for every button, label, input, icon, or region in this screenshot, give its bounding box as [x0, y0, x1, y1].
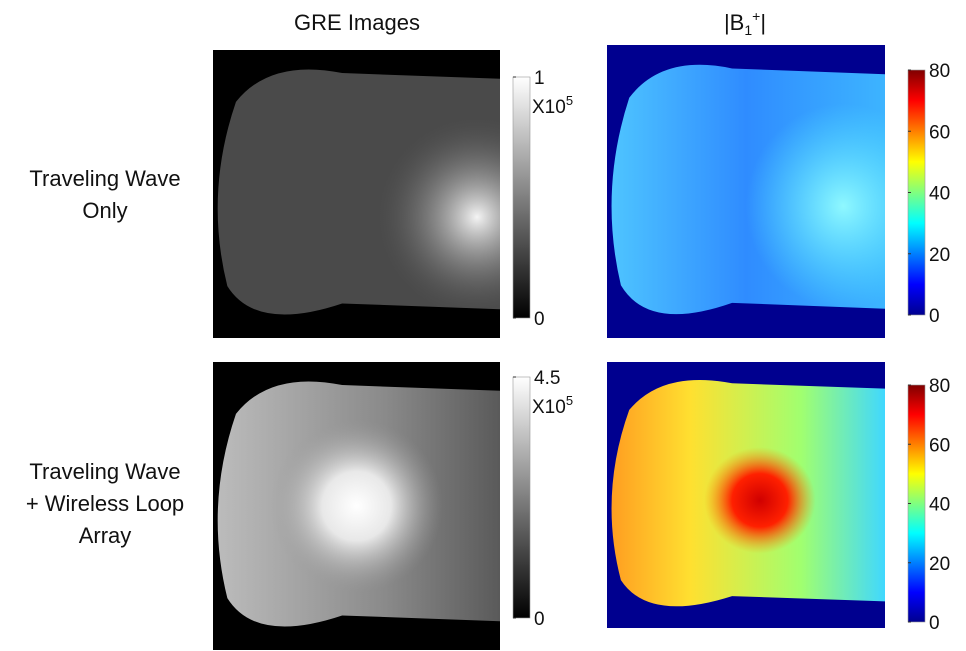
colorbar-tick-label: 60 — [929, 122, 950, 143]
colorbar-tick-label: 0 — [534, 609, 545, 630]
multiplier-base: X10 — [532, 397, 566, 418]
colorbar-multiplier: X105 — [532, 393, 573, 418]
page: {"column_titles": {"gre": "GRE Images", … — [0, 0, 966, 651]
row-label: + Wireless Loop — [26, 491, 184, 516]
multiplier-exponent: 5 — [566, 393, 573, 408]
colorbar-tick-label: 0 — [929, 306, 940, 327]
gre-image — [213, 362, 500, 650]
figure: GRE Images |B1+| Traveling WaveOnly01X10… — [0, 0, 966, 651]
row-label: Traveling Wave — [29, 166, 180, 191]
column-title: GRE Images — [294, 10, 420, 35]
colorbar — [513, 77, 530, 318]
colorbar-tick-label: 20 — [929, 554, 950, 575]
title-part: | — [760, 10, 766, 35]
colorbar — [513, 377, 530, 618]
b1-map — [607, 362, 885, 628]
title-part: |B — [724, 10, 744, 35]
row-label: Traveling Wave — [29, 459, 180, 484]
colorbar-multiplier: X105 — [532, 93, 573, 118]
colorbar-tick-label: 0 — [534, 309, 545, 330]
colorbar-tick-label: 60 — [929, 435, 950, 456]
colorbar-tick-label: 80 — [929, 61, 950, 82]
colorbar-tick-label: 0 — [929, 613, 940, 634]
multiplier-exponent: 5 — [566, 93, 573, 108]
colorbar-tick-label: 40 — [929, 495, 950, 516]
row-label: Only — [82, 198, 127, 223]
row-label: Array — [79, 523, 132, 548]
gre-image — [213, 50, 500, 338]
colorbar-tick-label: 20 — [929, 245, 950, 266]
colorbar-tick-label: 40 — [929, 184, 950, 205]
colorbar-tick-label: 4.5 — [534, 368, 560, 389]
column-title: |B1+| — [724, 8, 766, 38]
colorbar-tick-label: 1 — [534, 68, 545, 89]
multiplier-base: X10 — [532, 97, 566, 118]
b1-map — [607, 45, 885, 338]
colorbar-tick-label: 80 — [929, 376, 950, 397]
title-sub: 1 — [744, 22, 752, 38]
title-sup: + — [752, 8, 760, 24]
